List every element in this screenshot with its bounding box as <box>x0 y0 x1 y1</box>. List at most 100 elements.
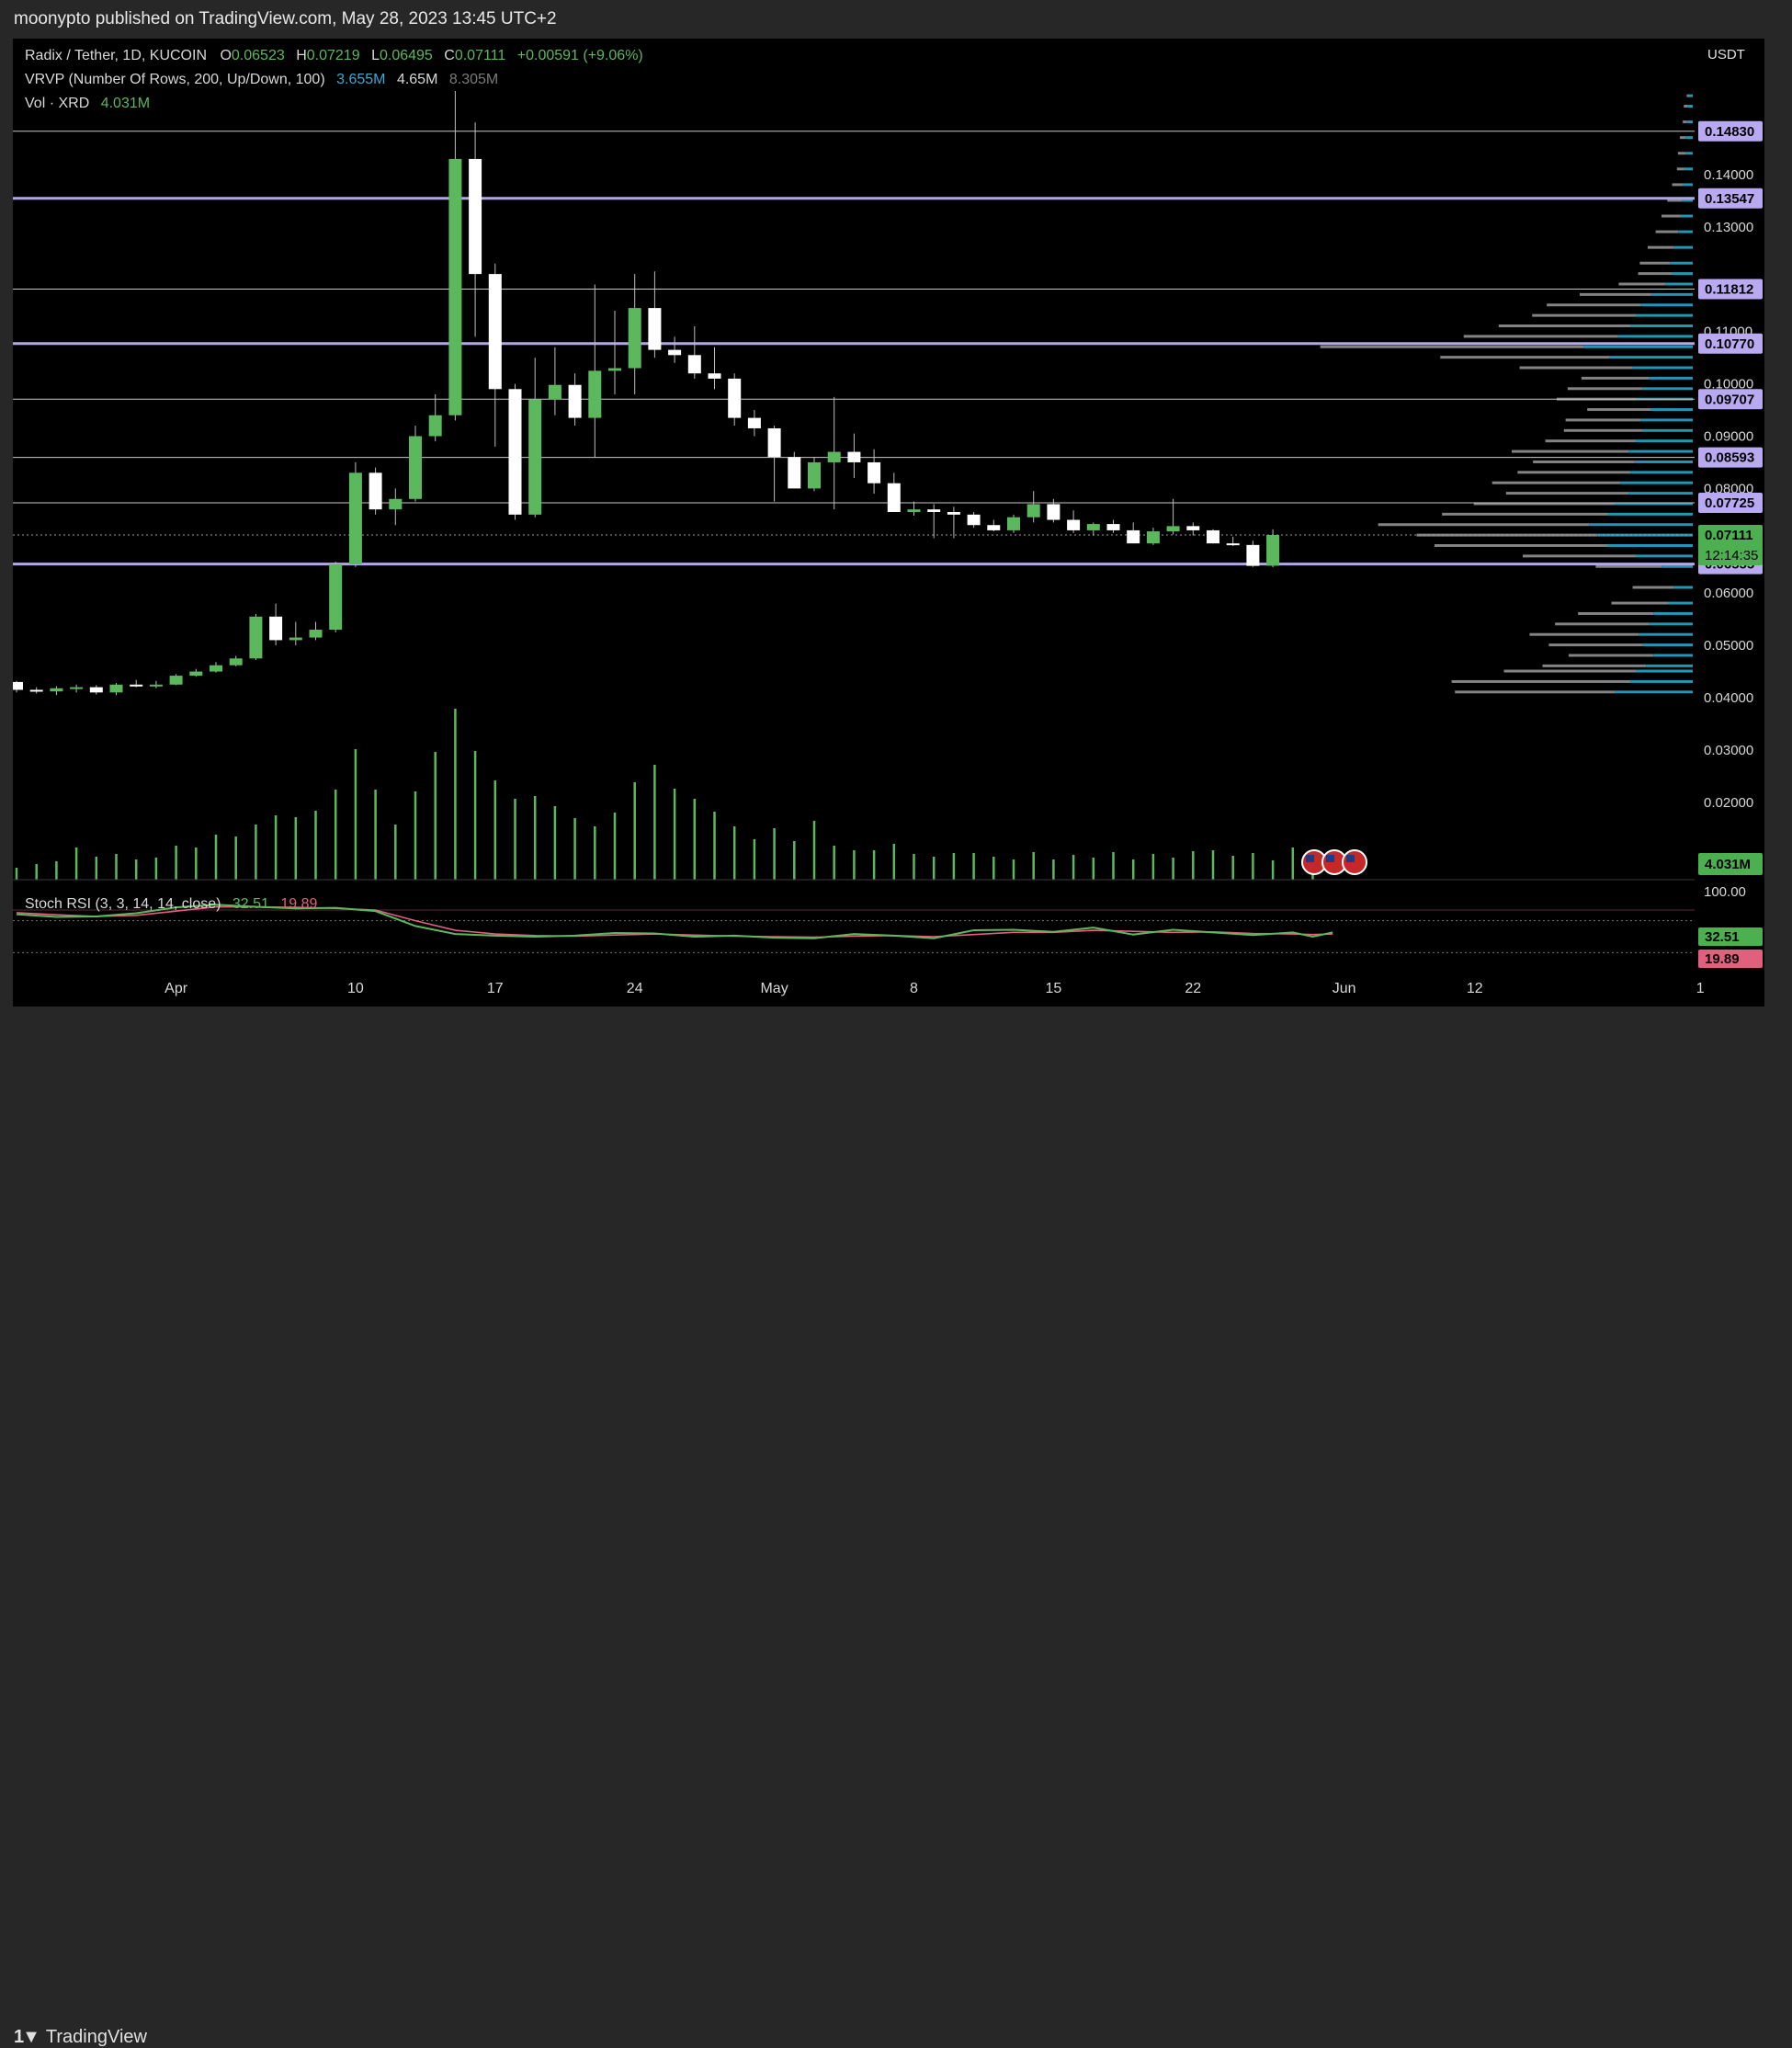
time-tick: May <box>760 981 788 996</box>
level-price-tag: 0.08593 <box>1698 447 1763 468</box>
candle-body <box>89 687 103 693</box>
candle-body <box>1246 544 1260 566</box>
candle <box>269 603 283 646</box>
svg-text:32.51: 32.51 <box>1705 929 1740 945</box>
candle-body <box>927 509 941 513</box>
candle <box>488 263 502 447</box>
candle-body <box>249 616 263 659</box>
vrvp-row-down <box>1563 428 1643 432</box>
candle <box>369 467 382 515</box>
candle-body <box>1146 531 1160 544</box>
candle-body <box>528 399 542 515</box>
chart-legend: Radix / Tether, 1D, KUCOIN O0.06523 H0.0… <box>25 48 643 912</box>
level-price-tag: 0.14830 <box>1698 120 1763 142</box>
candle <box>149 680 163 688</box>
vrvp-row-down <box>1587 408 1651 412</box>
candle <box>947 506 960 539</box>
candle <box>1047 498 1060 523</box>
vrvp-row-up <box>1642 643 1693 647</box>
vrvp-row-down <box>1638 272 1673 276</box>
price-tick: 0.04000 <box>1704 690 1753 706</box>
candle <box>747 410 761 437</box>
vrvp-row-down <box>1440 356 1610 359</box>
candle-body <box>1047 504 1060 520</box>
vrvp-row-down <box>1532 313 1636 317</box>
vrvp-row-down <box>1611 601 1668 605</box>
candle <box>868 449 881 495</box>
time-tick: Apr <box>164 981 188 996</box>
vol-label: Vol · XRD <box>25 96 89 111</box>
candle-body <box>887 483 901 513</box>
publisher-text: moonypto published on TradingView.com, M… <box>14 9 557 28</box>
svg-text:0.13547: 0.13547 <box>1705 191 1754 207</box>
vrvp-row-up <box>1686 120 1693 124</box>
vrvp-row-down <box>1686 94 1689 97</box>
tradingview-logo[interactable]: 1▼ TradingView <box>14 2027 147 2048</box>
candle-body <box>348 472 362 564</box>
candle <box>89 685 103 695</box>
vrvp-row-down <box>1533 460 1635 463</box>
candle <box>548 347 561 415</box>
footer: 1▼ TradingView <box>0 1007 1792 2047</box>
time-tick: Jun <box>1333 981 1356 996</box>
candle <box>788 451 801 489</box>
candle-body <box>708 373 721 379</box>
candle <box>708 347 721 390</box>
tradingview-logo-icon: 1▼ <box>14 2027 40 2047</box>
candle-body <box>1007 517 1020 530</box>
vrvp-row-up <box>1609 356 1693 359</box>
price-tick: 0.10000 <box>1704 377 1753 393</box>
vrvp-row-up <box>1685 152 1693 155</box>
vrvp-row-down <box>1679 136 1686 140</box>
candle <box>1067 510 1081 533</box>
svg-text:0.14830: 0.14830 <box>1705 124 1754 140</box>
vrvp-row-up <box>1685 136 1693 140</box>
svg-text:4.031M: 4.031M <box>1705 857 1751 872</box>
candle <box>1086 522 1100 536</box>
vrvp-row-down <box>1519 366 1633 370</box>
vrvp-row-up <box>1683 183 1693 187</box>
time-tick: 10 <box>347 981 364 996</box>
vrvp-row-down <box>1455 690 1616 694</box>
candle <box>1207 529 1219 544</box>
vrvp-row-down <box>1434 543 1608 547</box>
candle <box>808 457 821 492</box>
candle <box>130 679 143 688</box>
time-tick: 24 <box>627 981 643 996</box>
candle-body <box>70 687 84 689</box>
stoch-top-label: 100.00 <box>1704 884 1746 900</box>
vrvp-row-up <box>1650 292 1693 296</box>
time-tick: 22 <box>1185 981 1201 996</box>
us-flag-event-icons[interactable] <box>1301 849 1367 875</box>
price-chart[interactable]: USDT 0.140000.130000.110000.100000.09000… <box>13 39 1764 1007</box>
candle-body <box>868 461 881 484</box>
candle-body <box>808 461 821 489</box>
candle <box>409 426 422 502</box>
vrvp-row-up <box>1617 335 1693 338</box>
candle <box>229 655 243 666</box>
candlesticks <box>13 90 1280 696</box>
candle <box>169 674 183 686</box>
candle-body <box>648 308 662 350</box>
publish-header: moonypto published on TradingView.com, M… <box>0 0 1792 39</box>
vrvp-row-down <box>1522 554 1636 558</box>
candle-body <box>747 417 761 428</box>
candle-body <box>50 688 63 692</box>
vrvp-row-up <box>1650 408 1693 412</box>
vrvp-row-up <box>1687 105 1693 108</box>
flag-canton <box>1326 855 1334 862</box>
candle-body <box>428 415 442 437</box>
time-axis[interactable]: Apr 10 17 24 May 8 15 22 Jun 12 1 <box>164 981 1705 996</box>
level-price-tag: 0.07725 <box>1698 493 1763 514</box>
candle <box>887 472 901 513</box>
vrvp-row-down <box>1632 586 1674 589</box>
vrvp-row-up <box>1620 481 1693 484</box>
chart-frame[interactable]: USDT 0.14000 0.13000 0.11000 0.10000 0.09000… <box>13 39 1764 1007</box>
price-axis[interactable]: USDT 0.140000.130000.110000.100000.09000… <box>1698 47 1763 968</box>
vrvp-row-up <box>1672 272 1693 276</box>
vrvp-row-down <box>1555 622 1650 626</box>
price-tick: 0.14000 <box>1704 167 1753 183</box>
vrvp-row-up <box>1635 554 1693 558</box>
candle-body <box>967 514 981 526</box>
vrvp-row-up <box>1684 167 1693 171</box>
